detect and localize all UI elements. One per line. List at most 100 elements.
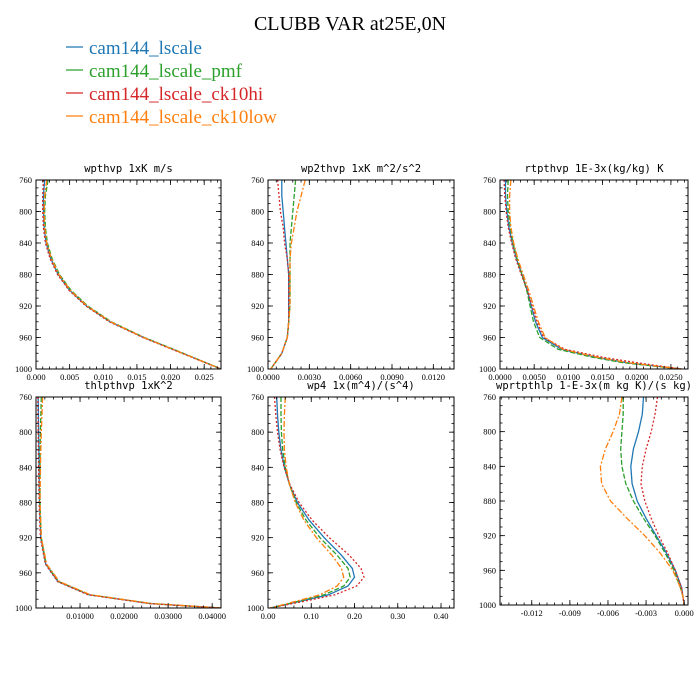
series-group <box>37 397 221 608</box>
series-group <box>503 180 682 369</box>
y-tick-label: 760 <box>19 175 32 185</box>
series-line-3 <box>503 180 682 369</box>
y-tick-label: 800 <box>19 427 32 437</box>
y-tick-label: 960 <box>19 568 32 578</box>
x-tick-label: 0.20 <box>347 611 362 621</box>
y-tick-label: 960 <box>19 333 32 343</box>
x-tick-label: 0.0150 <box>591 372 614 382</box>
x-tick-label: 0.0100 <box>557 372 580 382</box>
x-tick-label: -0.003 <box>635 608 657 618</box>
y-tick-label: 1000 <box>479 600 496 610</box>
series-line-4 <box>270 397 345 608</box>
panel-title: rtpthvp 1E-3x(kg/kg) K <box>524 163 664 175</box>
x-tick-label: 0.000 <box>675 608 694 618</box>
y-tick-label: 960 <box>251 568 264 578</box>
x-tick-label: 0.000 <box>26 372 45 382</box>
series-line-2 <box>506 180 682 369</box>
y-tick-label: 800 <box>19 207 32 217</box>
y-tick-label: 880 <box>251 498 264 508</box>
x-tick-label: 0.025 <box>195 372 214 382</box>
y-tick-label: 960 <box>483 565 496 575</box>
x-tick-label: -0.006 <box>597 608 619 618</box>
x-tick-label: 0.00 <box>261 611 276 621</box>
y-tick-label: 1000 <box>247 364 264 374</box>
y-tick-label: 880 <box>483 270 496 280</box>
y-tick-label: 840 <box>251 238 264 248</box>
y-tick-label: 880 <box>483 496 496 506</box>
panel-title: wprtpthlp 1-E-3x(m kg K)/(s kg) <box>496 380 692 392</box>
series-line-4 <box>270 180 306 369</box>
series-line-4 <box>508 180 682 369</box>
x-tick-label: -0.009 <box>559 608 581 618</box>
panel-4: thlpthvp 1xK^2 760 800 840 880 920 960 1000 0.01… <box>15 380 226 621</box>
y-tick-label: 1000 <box>479 364 496 374</box>
y-tick-label: 1000 <box>247 603 264 613</box>
x-tick-label: 0.0000 <box>488 372 511 382</box>
legend-label-4: cam144_lscale_ck10low <box>89 107 277 128</box>
y-tick-label: 760 <box>483 175 496 185</box>
y-tick-label: 920 <box>19 533 32 543</box>
series-line-1 <box>504 180 682 369</box>
x-tick-label: 0.40 <box>434 611 449 621</box>
y-tick-label: 840 <box>19 238 32 248</box>
plot-frame <box>499 179 689 370</box>
panel-title: thlpthvp 1xK^2 <box>84 380 173 392</box>
x-tick-label: 0.03000 <box>154 611 182 621</box>
legend-label-2: cam144_lscale_pmf <box>89 61 243 82</box>
series-line-2 <box>39 397 221 608</box>
y-tick-label: 1000 <box>15 364 32 374</box>
series-line-4 <box>43 180 221 369</box>
y-tick-label: 760 <box>251 175 264 185</box>
series-line-3 <box>42 180 221 369</box>
series-line-2 <box>44 180 221 369</box>
y-tick-label: 800 <box>483 427 496 437</box>
x-tick-label: 0.010 <box>94 372 113 382</box>
y-tick-label: 760 <box>251 392 264 402</box>
x-tick-label: -0.012 <box>521 608 543 618</box>
series-line-2 <box>270 397 351 608</box>
x-tick-label: 0.0200 <box>625 372 648 382</box>
x-tick-label: 0.0060 <box>339 372 362 382</box>
y-tick-label: 840 <box>483 238 496 248</box>
legend-label-1: cam144_lscale <box>89 38 202 59</box>
panel-title: wp4 1x(m^4)/(s^4) <box>307 380 414 392</box>
y-tick-label: 920 <box>251 533 264 543</box>
x-tick-label: 0.01000 <box>66 611 94 621</box>
panel-2: wp2thvp 1xK m^2/s^2 760 800 840 880 920 960 100… <box>247 163 455 382</box>
series-line-4 <box>599 397 685 605</box>
x-tick-label: 0.0050 <box>522 372 545 382</box>
y-tick-label: 840 <box>251 462 264 472</box>
series-group <box>270 397 365 608</box>
figure-title: CLUBB VAR at25E,0N <box>254 13 446 35</box>
x-tick-label: 0.0250 <box>659 372 682 382</box>
y-tick-label: 800 <box>251 207 264 217</box>
series-line-3 <box>640 397 685 605</box>
y-tick-label: 760 <box>483 392 496 402</box>
y-tick-label: 960 <box>251 333 264 343</box>
y-tick-label: 920 <box>19 301 32 311</box>
y-tick-label: 840 <box>19 462 32 472</box>
y-tick-label: 880 <box>251 270 264 280</box>
plot-frame <box>499 396 689 606</box>
series-line-3 <box>270 397 365 608</box>
series-line-4 <box>39 397 221 608</box>
panel-title: wp2thvp 1xK m^2/s^2 <box>301 163 421 175</box>
series-line-3 <box>270 180 290 369</box>
x-tick-label: 0.0000 <box>256 372 279 382</box>
series-group <box>270 180 306 369</box>
series-line-3 <box>37 397 221 608</box>
plot-frame <box>267 179 455 370</box>
y-tick-label: 840 <box>483 461 496 471</box>
plot-frame <box>35 179 222 370</box>
x-tick-label: 0.0090 <box>380 372 403 382</box>
y-tick-label: 920 <box>483 531 496 541</box>
y-tick-label: 920 <box>483 301 496 311</box>
legend: cam144_lscale cam144_lscale_pmf cam144_l… <box>66 38 277 128</box>
panel-6: wprtpthlp 1-E-3x(m kg K)/(s kg)760 800 840… <box>479 380 694 618</box>
x-tick-label: 0.10 <box>304 611 319 621</box>
y-tick-label: 880 <box>19 270 32 280</box>
y-tick-label: 800 <box>483 207 496 217</box>
legend-label-3: cam144_lscale_ck10hi <box>89 84 263 105</box>
x-tick-label: 0.0030 <box>298 372 321 382</box>
y-tick-label: 760 <box>19 392 32 402</box>
